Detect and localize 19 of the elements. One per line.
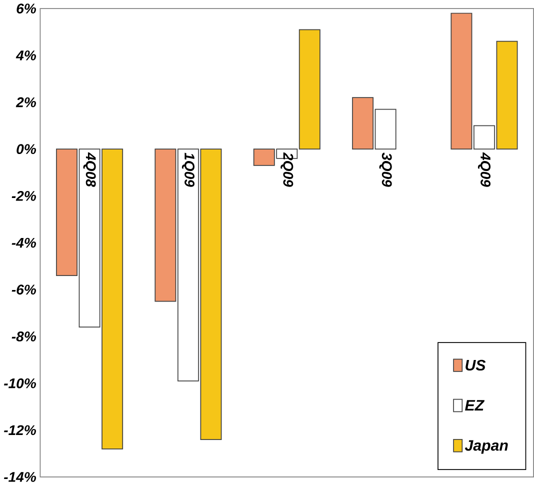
y-tick-label: -4%: [12, 238, 36, 248]
y-tick-label: -2%: [12, 191, 36, 202]
legend-label: US: [466, 360, 486, 371]
x-tick-label: 4Q08: [83, 152, 96, 188]
legend-label: EZ: [465, 400, 485, 411]
y-tick-label: 4%: [16, 50, 36, 61]
x-tick-label: 3Q09: [379, 152, 392, 188]
y-tick-label: -6%: [12, 284, 36, 295]
y-tick-label: 2%: [16, 98, 36, 108]
x-tick-label: 2Q09: [280, 152, 294, 188]
x-tick-label: 1Q09: [182, 153, 194, 188]
y-tick-label: -10%: [4, 378, 36, 389]
y-tick-label: 6%: [16, 4, 36, 14]
y-tick-label: -8%: [12, 332, 36, 342]
y-tick-label: -14%: [4, 472, 36, 482]
y-tick-label: 0%: [16, 144, 36, 154]
legend-label: Japan: [464, 440, 508, 454]
y-tick-label: -12%: [4, 425, 36, 436]
x-tick-label: 4Q09: [478, 152, 491, 188]
